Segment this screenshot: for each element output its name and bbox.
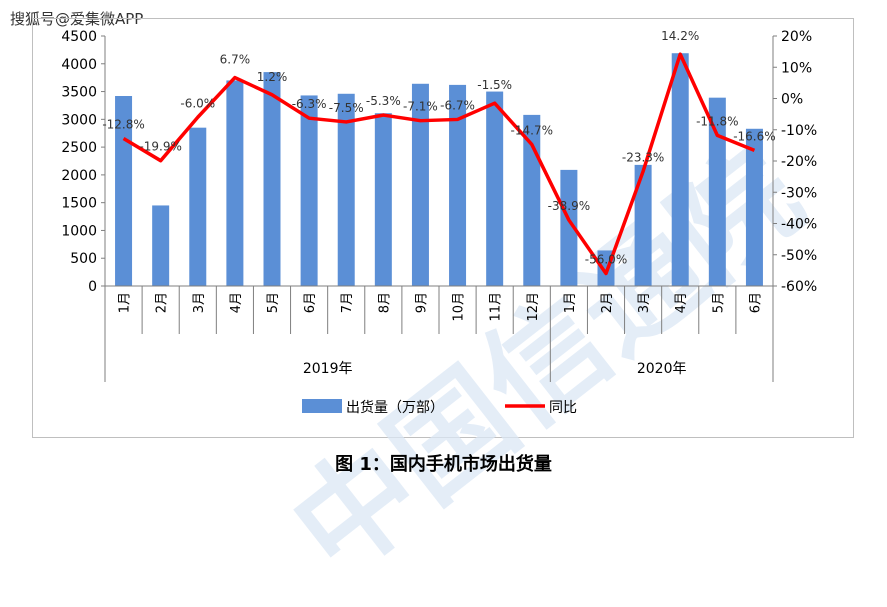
x-tick-label: 1月 (563, 292, 578, 313)
yoy-data-label-9: -7.1% (403, 100, 438, 114)
figure-caption: 图 1：国内手机市场出货量 (335, 454, 552, 475)
legend-bar-swatch (302, 399, 342, 413)
bar-2 (152, 205, 170, 286)
y-left-tick-label: 2000 (61, 168, 97, 184)
yoy-data-label-7: -7.5% (329, 101, 364, 115)
x-tick-label: 6月 (748, 292, 763, 313)
bar-3 (189, 127, 207, 287)
x-tick-label: 5月 (266, 292, 281, 313)
bar-12 (523, 114, 541, 286)
bar-4 (226, 80, 244, 286)
bar-15 (634, 164, 652, 286)
y-left-tick-label: 4000 (61, 57, 97, 73)
y-right-tick-label: -20% (781, 154, 817, 170)
bar-10 (449, 84, 467, 286)
bar-17 (708, 97, 726, 287)
bar-9 (411, 83, 429, 287)
x-tick-label: 2月 (600, 292, 615, 313)
chart-frame (32, 18, 854, 438)
yoy-data-label-10: -6.7% (440, 98, 475, 112)
y-left-tick-label: 1500 (61, 196, 97, 212)
yoy-data-label-14: -56.0% (585, 253, 627, 267)
yoy-data-label-12: -14.7% (511, 123, 553, 137)
x-tick-label: 12月 (526, 292, 541, 322)
x-tick-label: 5月 (711, 292, 726, 313)
yoy-data-label-4: 6.7% (220, 53, 251, 67)
bar-7 (337, 93, 355, 287)
x-tick-label: 1月 (118, 292, 133, 313)
shipment-chart: 0 500 1000 1500 2000 2500 3000 3500 4000 4500 -60%… (61, 29, 817, 416)
x-tick-label: 3月 (192, 292, 207, 313)
x-tick-label: 9月 (414, 292, 429, 313)
x-tick-label: 8月 (377, 292, 392, 313)
y-left-tick-label: 0 (88, 279, 97, 295)
legend-line-label: 同比 (549, 400, 577, 416)
bar-1 (115, 96, 133, 286)
yoy-data-label-11: -1.5% (477, 78, 512, 92)
bar-5 (263, 72, 281, 286)
y-right-tick-label: -60% (781, 279, 817, 295)
x-tick-label: 6月 (303, 292, 318, 313)
bar-8 (374, 113, 392, 286)
y-right-tick-label: 20% (781, 29, 812, 45)
x-tick-label: 4月 (229, 292, 244, 313)
watermark-label: 搜狐号@爱集微APP (10, 10, 144, 28)
x-tick-label: 11月 (489, 292, 504, 322)
x-tick-label: 4月 (674, 292, 689, 313)
x-tick-label: 10月 (452, 292, 467, 322)
yoy-data-label-3: -6.0% (180, 96, 215, 110)
yoy-data-label-13: -38.9% (548, 199, 590, 213)
legend-bar-label: 出货量（万部） (346, 399, 444, 416)
bar-18 (745, 128, 763, 286)
yoy-data-label-5: 1.2% (257, 70, 288, 84)
x-tick-label: 2月 (155, 292, 170, 313)
y-left-tick-label: 4500 (61, 29, 97, 45)
bar-13 (560, 169, 578, 286)
y-right-tick-label: -10% (781, 123, 817, 139)
yoy-data-label-15: -23.3% (622, 150, 664, 164)
yoy-line (122, 52, 756, 276)
y-right-tick-label: -40% (781, 217, 817, 233)
yoy-data-label-17: -11.8% (696, 114, 738, 128)
y-right-tick-label: -50% (781, 248, 817, 264)
yoy-data-label-8: -5.3% (366, 94, 401, 108)
bar-11 (486, 91, 504, 286)
y-left-tick-label: 1000 (61, 223, 97, 239)
y-left-tick-label: 3000 (61, 112, 97, 128)
x-tick-label: 7月 (340, 292, 355, 313)
bar-6 (300, 95, 318, 286)
yoy-data-label-18: -16.6% (733, 129, 775, 143)
y-left-tick-label: 3500 (61, 85, 97, 101)
y-left-tick-label: 500 (70, 251, 97, 267)
yoy-data-label-1: -12.8% (102, 118, 144, 132)
y-right-tick-label: 10% (781, 60, 812, 76)
x-group-label: 2019年 (303, 361, 353, 377)
yoy-data-label-6: -6.3% (292, 97, 327, 111)
y-right-tick-label: -30% (781, 185, 817, 201)
yoy-data-label-16: 14.2% (661, 29, 699, 43)
yoy-data-label-2: -19.9% (139, 140, 181, 154)
y-left-tick-label: 2500 (61, 140, 97, 156)
y-right-tick-label: 0% (781, 92, 803, 108)
x-group-label: 2020年 (637, 361, 687, 377)
bar-16 (671, 53, 689, 286)
x-tick-label: 3月 (637, 292, 652, 313)
